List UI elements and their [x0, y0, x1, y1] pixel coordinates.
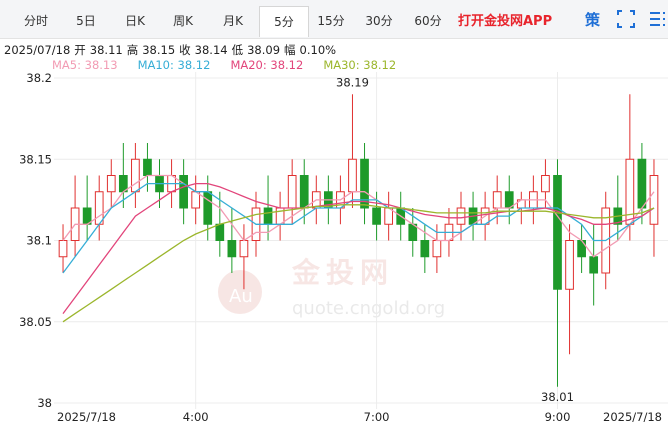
tab[interactable]: 15分 — [317, 14, 345, 28]
legend: MA5: 38.13 MA10: 38.12 MA20: 38.12 MA30: 38… — [52, 58, 416, 72]
candle-body — [239, 240, 249, 258]
tab[interactable]: 周K — [173, 14, 193, 28]
ma-line — [62, 204, 655, 323]
y-tick-label: 38.15 — [19, 152, 52, 166]
candle-body — [215, 223, 225, 241]
x-tick-label: 7:00 — [364, 410, 390, 424]
candle-body — [492, 191, 502, 209]
field-value: 38.15 — [142, 43, 176, 57]
x-tick-label: 2025/7/18 — [603, 410, 662, 424]
y-tick-label: 38.2 — [26, 71, 52, 85]
ma-line — [62, 174, 655, 258]
tab[interactable]: 月K — [223, 14, 243, 28]
watermark-name: 金投网 — [291, 256, 394, 289]
candle-body — [94, 191, 104, 225]
field-value: 38.14 — [194, 43, 228, 57]
tab-bar: 分时 5日 日K 周K 月K 5分 15分 30分 60分 打开金投网APP 策 — [0, 0, 668, 39]
candle-body — [131, 158, 140, 193]
candle-body — [372, 207, 381, 225]
candle-body — [203, 191, 213, 225]
max-label: 38.19 — [336, 75, 369, 89]
candle-body — [143, 158, 152, 176]
candle-body — [287, 175, 297, 209]
field-label: 开 — [74, 43, 86, 57]
ma-line — [62, 182, 655, 274]
tab[interactable]: 分时 — [23, 14, 48, 28]
legend-entry: MA10: 38.12 — [137, 58, 211, 72]
tab[interactable]: 30分 — [365, 14, 393, 28]
tab[interactable]: 60分 — [414, 14, 442, 28]
candle-body — [456, 207, 466, 225]
x-tick-label: 9:00 — [545, 410, 571, 424]
candle-body — [58, 240, 68, 258]
legend-entry: MA5: 38.13 — [52, 58, 118, 72]
field-label: 幅 — [284, 43, 296, 57]
candle-body — [577, 240, 586, 258]
field-value: 0.10% — [299, 43, 337, 57]
legend-entry: MA20: 38.12 — [230, 58, 304, 72]
candle-body — [565, 240, 574, 290]
field-label: 高 — [126, 43, 139, 57]
watermark-url: quote.cngold.org — [292, 298, 445, 319]
candle-body — [589, 256, 599, 274]
y-tick-label: 38.1 — [26, 234, 52, 248]
watermark: Au 金投网 quote.cngold.org — [218, 256, 445, 319]
candle-body — [541, 175, 550, 193]
candle-body — [227, 240, 237, 258]
candle-body — [649, 175, 659, 225]
candle-body — [106, 175, 116, 193]
watermark-logo-text: Au — [229, 286, 253, 307]
candle-body — [263, 207, 273, 225]
x-tick-label: 4:00 — [183, 410, 209, 424]
candle-body — [179, 175, 188, 209]
info-line: 2025/07/18 开 38.11 高 38.15 收 38.14 低 38.09 幅 0.10% — [4, 42, 340, 58]
y-tick-label: 38.05 — [19, 315, 52, 329]
candle-body — [637, 158, 647, 209]
field-value: 38.11 — [89, 43, 123, 57]
field-label: 收 — [179, 43, 191, 57]
legend-entry: MA30: 38.12 — [323, 58, 397, 72]
candle-body — [348, 158, 357, 193]
tab[interactable]: 日K — [125, 14, 145, 28]
tab[interactable]: 5日 — [76, 14, 96, 28]
candle-body — [432, 240, 442, 258]
tab[interactable]: 5分 — [259, 6, 309, 37]
y-tick-label: 38 — [37, 396, 52, 410]
date: 2025/07/18 — [4, 43, 71, 57]
field-label: 低 — [231, 43, 244, 57]
ma-line — [62, 182, 655, 314]
icons[interactable] — [616, 9, 668, 29]
field-value: 38.09 — [247, 43, 281, 57]
candle-body — [553, 175, 562, 290]
strategy-button[interactable]: 策 — [585, 11, 601, 29]
watermark-logo — [218, 270, 262, 314]
min-label: 38.01 — [541, 390, 574, 404]
x-tick-label: 2025/7/18 — [57, 410, 116, 424]
candle-body — [299, 175, 309, 209]
candle-body — [360, 158, 369, 209]
candle-body — [420, 240, 430, 258]
app-link[interactable]: 打开金投网APP — [458, 14, 553, 29]
